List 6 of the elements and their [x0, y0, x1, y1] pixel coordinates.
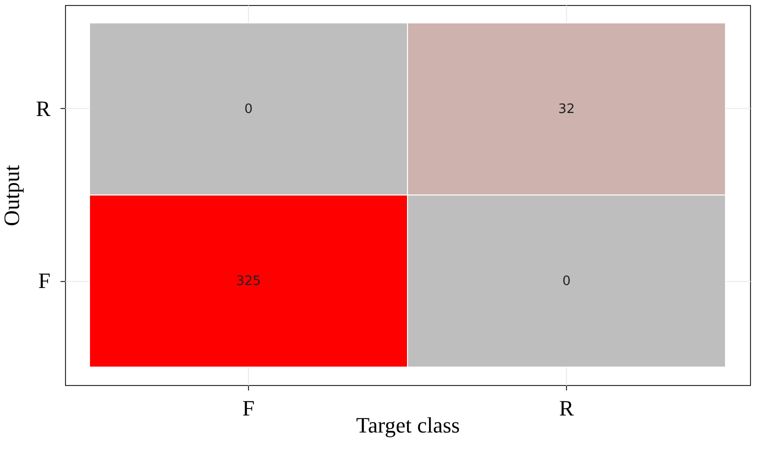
y-axis-title: Output: [0, 164, 24, 226]
x-axis-title: Target class: [356, 412, 460, 438]
data-label: 325: [236, 274, 261, 290]
data-label: 0: [244, 102, 253, 117]
data-label: 32: [558, 102, 575, 117]
data-label: 0: [562, 274, 571, 290]
